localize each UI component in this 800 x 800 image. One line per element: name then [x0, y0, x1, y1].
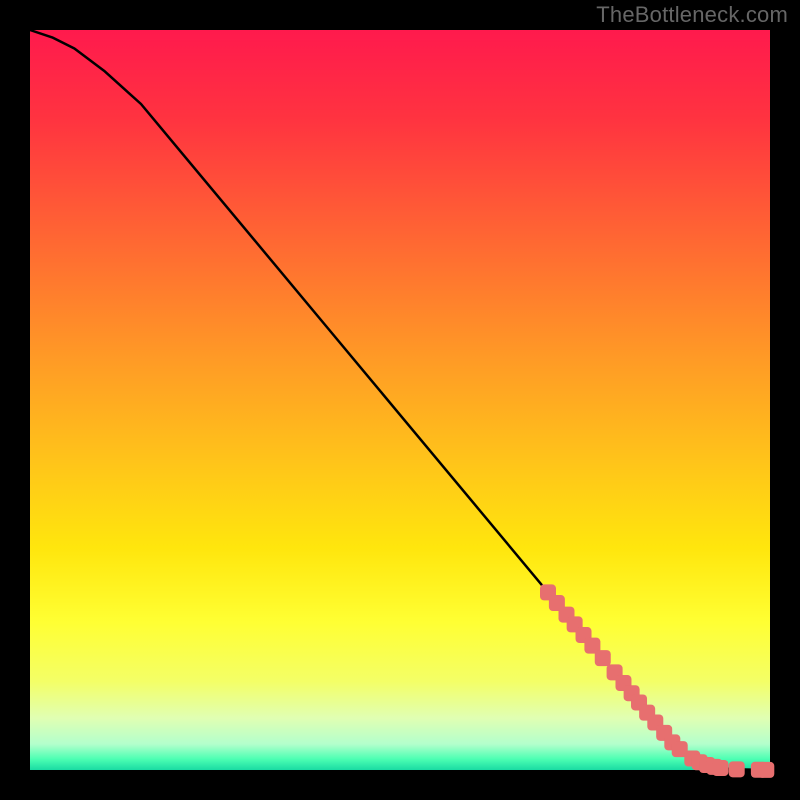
chart-container: TheBottleneck.com — [0, 0, 800, 800]
data-marker — [712, 760, 728, 776]
data-marker — [595, 650, 611, 666]
gradient-curve-chart — [0, 0, 800, 800]
data-marker — [729, 761, 745, 777]
attribution-text: TheBottleneck.com — [596, 2, 788, 28]
plot-area-gradient — [30, 30, 770, 770]
data-marker — [758, 762, 774, 778]
